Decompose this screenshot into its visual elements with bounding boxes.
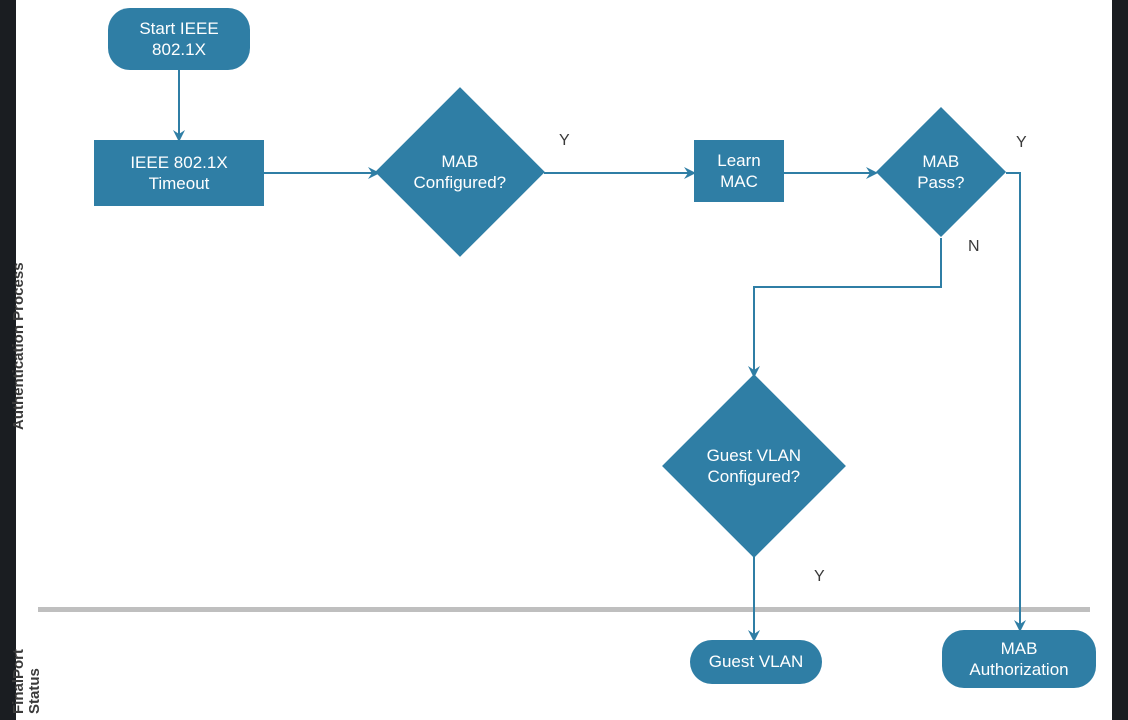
edge-label-mab-pass-n: N [968,238,980,256]
node-learn-mac-label: LearnMAC [717,150,760,193]
swimlane-label-auth: Authentication Process [10,262,27,430]
node-mab-authorization: MABAuthorization [942,630,1096,688]
node-guest-vlan-configured: Guest VLANConfigured? [662,374,846,558]
node-start: Start IEEE802.1X [108,8,250,70]
node-mab-configured-label: MABConfigured? [400,151,520,194]
node-start-label: Start IEEE802.1X [139,18,218,61]
edges-svg [16,0,1112,720]
node-mab-authorization-label: MABAuthorization [969,638,1068,681]
edge-label-mab-pass-y: Y [1016,134,1027,152]
edge-label-guest-conf-y: Y [814,568,825,586]
node-mab-configured: MABConfigured? [375,87,545,257]
edge-mabpass-guestconf [754,238,941,376]
node-learn-mac: LearnMAC [694,140,784,202]
node-timeout-label: IEEE 802.1XTimeout [130,152,227,195]
node-guest-vlan: Guest VLAN [690,640,822,684]
swimlane-divider [38,607,1090,612]
swimlane-label-finalport-1: FinalPort [10,649,27,714]
diagram-frame: Authentication Process FinalPort Status … [16,0,1112,720]
swimlane-label-finalport-2: Status [26,668,43,714]
node-mab-pass-label: MABPass? [895,151,987,194]
node-guest-vlan-label: Guest VLAN [709,651,804,672]
node-mab-pass: MABPass? [876,107,1006,237]
edge-mabpass-mabauth [1006,173,1020,630]
node-guest-vlan-configured-label: Guest VLANConfigured? [689,445,819,488]
edge-label-mab-conf-y: Y [559,132,570,150]
node-timeout: IEEE 802.1XTimeout [94,140,264,206]
